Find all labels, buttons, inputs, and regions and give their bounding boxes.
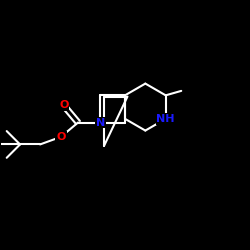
Text: NH: NH xyxy=(156,114,175,124)
Text: O: O xyxy=(59,100,69,110)
Text: O: O xyxy=(56,132,66,142)
Text: N: N xyxy=(96,118,105,128)
